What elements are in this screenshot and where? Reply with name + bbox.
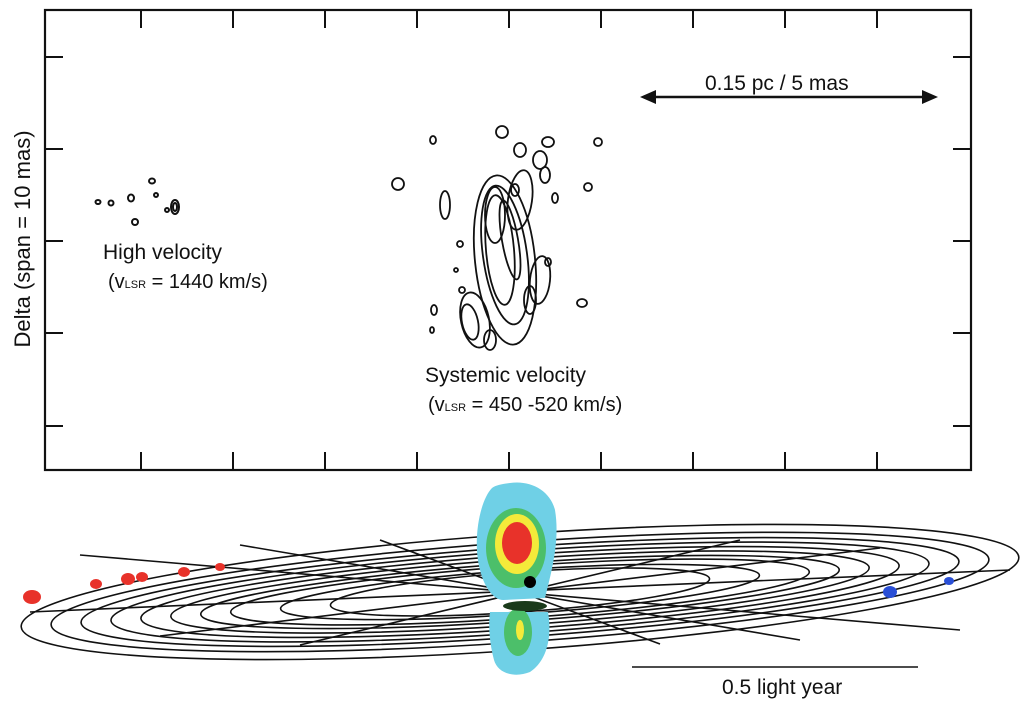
red-maser-5 [215,563,225,571]
scale-bar-label: 0.15 pc / 5 mas [705,72,849,95]
red-maser-0 [23,590,41,604]
contour-21 [456,240,464,248]
contour-16 [391,177,405,191]
contour-13 [541,136,555,148]
light-year-scale-label: 0.5 light year [722,676,843,699]
contour-19 [583,182,593,192]
contour-26 [551,192,559,204]
scale-arrow [640,90,938,104]
jet-core [502,522,532,564]
high-velocity-title: High velocity [103,241,223,264]
systemic-velocity-contours [391,125,603,351]
systemic-velocity-vlsr: (vLSR = 450 -520 km/s) [428,394,623,416]
blue-maser-1 [944,577,954,585]
contour-11 [513,142,527,158]
red-maser-3 [136,572,148,582]
contour-14 [539,166,551,184]
contour-24 [429,326,435,334]
jet-lower-inner [516,620,524,640]
axis-ticks [45,10,971,470]
contour-5 [484,186,506,244]
contour-28 [483,329,497,351]
contour-9 [523,285,537,315]
blue-maser-0 [883,586,897,598]
contour-27 [458,286,466,294]
systemic-velocity-title: Systemic velocity [425,364,587,387]
radio-jet [476,482,557,675]
contour-7 [460,303,480,341]
high-velocity-contours [94,177,180,226]
contour-4 [506,169,534,231]
contour-22 [453,267,459,273]
contour-1 [480,184,530,326]
blueshifted-maser-spots [883,577,954,598]
red-maser-4 [178,567,190,577]
contour-17 [429,135,437,145]
contour-29 [510,183,520,197]
red-maser-2 [121,573,135,585]
contour-10 [532,150,548,170]
contour-20 [576,298,588,308]
red-maser-1 [90,579,102,589]
contour-15 [439,190,451,220]
contour-0 [472,174,538,346]
contour-23 [430,304,438,316]
y-axis-label: Delta (span = 10 mas) [10,130,35,348]
redshifted-maser-spots [23,563,225,604]
high-velocity-vlsr: (vLSR = 1440 km/s) [108,271,268,293]
jet-disk-crossing [503,601,547,611]
contour-8 [528,255,552,305]
contour-2 [484,194,516,306]
central-black-hole [524,576,536,588]
contour-12 [495,125,509,139]
contour-18 [593,137,603,147]
contour-25 [544,257,552,267]
